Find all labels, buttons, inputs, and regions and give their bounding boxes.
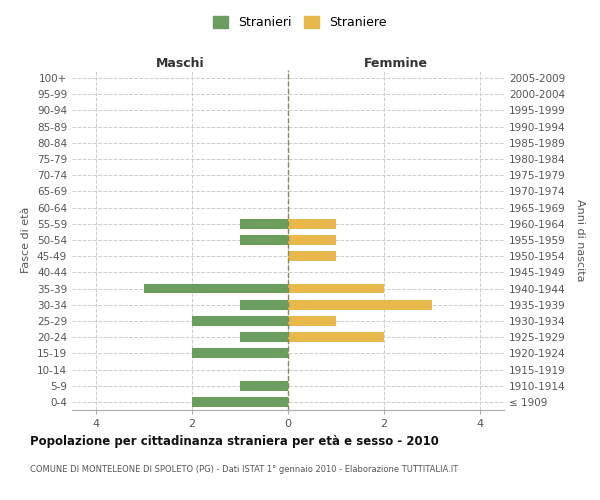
- Y-axis label: Fasce di età: Fasce di età: [22, 207, 31, 273]
- Bar: [192, 316, 288, 326]
- Bar: [288, 316, 336, 326]
- Bar: [288, 219, 336, 228]
- Bar: [288, 284, 384, 294]
- Bar: [144, 284, 288, 294]
- Bar: [240, 235, 288, 245]
- Bar: [240, 219, 288, 228]
- Bar: [240, 381, 288, 390]
- Bar: [288, 332, 384, 342]
- Text: Femmine: Femmine: [364, 57, 428, 70]
- Bar: [192, 397, 288, 407]
- Y-axis label: Anni di nascita: Anni di nascita: [575, 198, 585, 281]
- Bar: [240, 332, 288, 342]
- Bar: [240, 300, 288, 310]
- Text: Popolazione per cittadinanza straniera per età e sesso - 2010: Popolazione per cittadinanza straniera p…: [30, 435, 439, 448]
- Bar: [288, 252, 336, 261]
- Legend: Stranieri, Straniere: Stranieri, Straniere: [208, 11, 392, 34]
- Bar: [288, 300, 432, 310]
- Text: COMUNE DI MONTELEONE DI SPOLETO (PG) - Dati ISTAT 1° gennaio 2010 - Elaborazione: COMUNE DI MONTELEONE DI SPOLETO (PG) - D…: [30, 465, 458, 474]
- Bar: [192, 348, 288, 358]
- Bar: [288, 235, 336, 245]
- Text: Maschi: Maschi: [155, 57, 205, 70]
